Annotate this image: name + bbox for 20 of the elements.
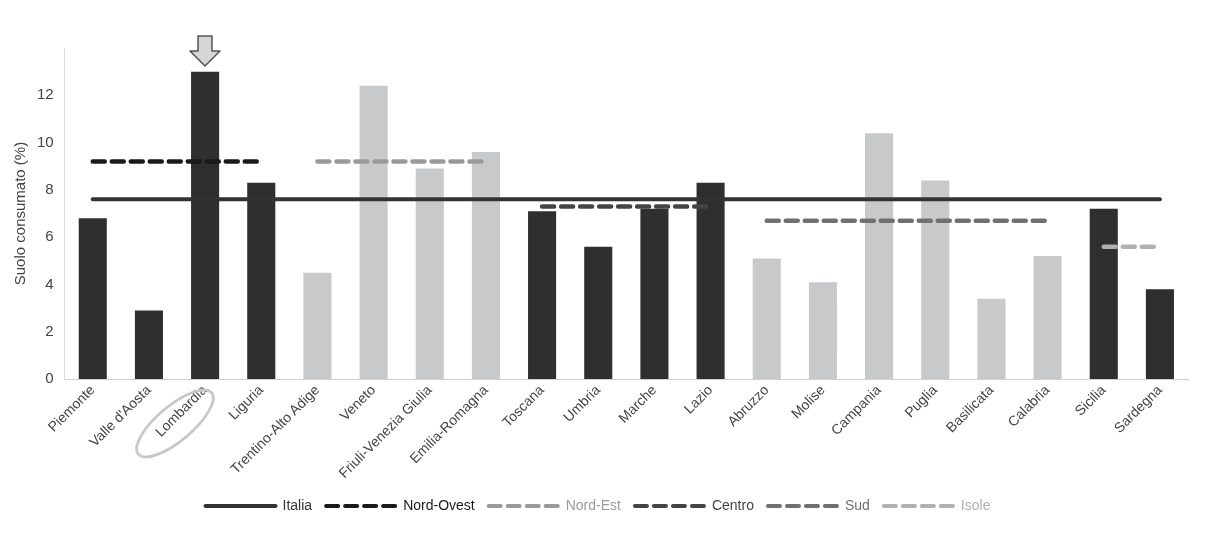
y-tick-label: 12 (37, 85, 54, 103)
bar (584, 246, 613, 380)
y-tick-label: 0 (45, 369, 54, 387)
bar (528, 211, 557, 380)
legend-label: Sud (844, 496, 870, 513)
y-tick-label: 2 (45, 321, 54, 339)
y-tick-label: 8 (45, 180, 54, 198)
legend-label: Nord-Ovest (403, 496, 475, 513)
legend-label: Centro (711, 496, 755, 513)
text: Nord-Est (565, 496, 622, 513)
bar (640, 208, 669, 380)
legend-label: Isole (960, 496, 991, 513)
bar (78, 218, 107, 380)
y-tick-label: 6 (45, 227, 54, 245)
y-axis-title: Suolo consumato (%) (11, 141, 29, 286)
legend-label: Italia (282, 496, 313, 513)
bar (1145, 289, 1174, 380)
bar (134, 310, 163, 380)
y-tick-label: 10 (37, 132, 54, 150)
y-tick-label: 4 (45, 274, 54, 292)
